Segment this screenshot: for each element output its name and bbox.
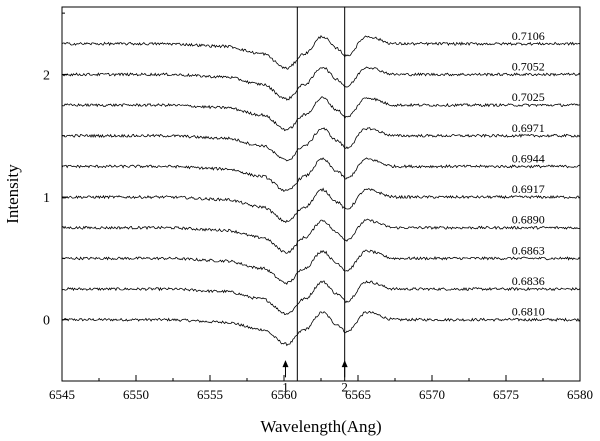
plot-frame [61,6,581,382]
spectrum-line [62,249,581,285]
y-tick-label: 1 [43,191,50,206]
x-tick-label: 6570 [419,387,445,402]
x-tick-label: 6545 [49,387,75,402]
spectrum-line [61,96,581,132]
spectrum-line [61,127,581,162]
phase-label: 0.6836 [512,274,545,288]
x-tick-label: 6565 [345,387,371,402]
phase-label: 0.7052 [512,59,545,73]
y-tick-label: 0 [43,314,50,329]
phase-label: 0.6890 [512,213,545,227]
spectrum-line [61,157,580,192]
phase-labels: 0.6810 0.6836 0.6863 0.6890 0.6917 0.6944 0.69… [512,29,545,319]
marker-arrow-head [341,360,348,368]
phase-label: 0.6971 [512,121,545,135]
phase-label: 0.7106 [512,29,545,43]
y-axis-label: Intensity [3,164,22,224]
phase-label: 0.6863 [512,243,545,257]
marker-label: 1 [282,379,289,394]
spectrum-line [61,187,581,224]
x-tick-label: 6555 [197,387,223,402]
spectrum-line [61,66,581,101]
spectrum-line [61,280,581,316]
spectrum-line [61,35,581,70]
spectrum-line [61,310,581,347]
x-axis-label: Wavelength(Ang) [260,417,381,436]
x-tick-label: 6560 [271,387,297,402]
phase-label: 0.6810 [512,305,545,319]
x-tick-label: 6550 [123,387,149,402]
phase-label: 0.6917 [512,182,545,196]
y-tick-label: 2 [43,68,50,83]
phase-label: 0.7025 [512,90,545,104]
x-tick-label: 6580 [567,387,593,402]
spectrum-line [61,218,581,254]
marker-arrow-head [282,360,289,368]
x-tick-label: 6575 [493,387,519,402]
spectrum-series [61,35,581,347]
phase-label: 0.6944 [512,151,545,165]
reference-lines [296,7,346,381]
marker-label: 2 [341,379,348,394]
